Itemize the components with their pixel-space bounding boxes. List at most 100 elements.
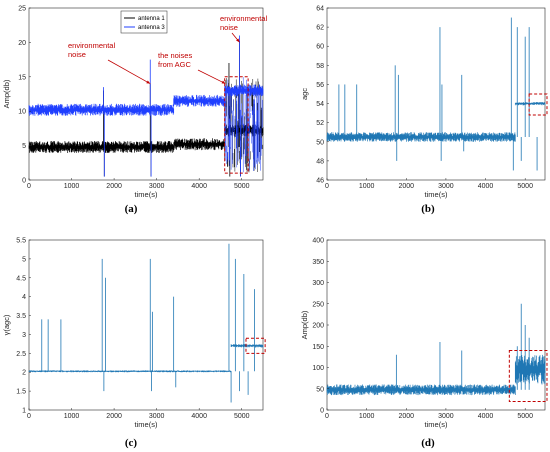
annotation-arrowhead-2 [221, 80, 226, 84]
x-tick-label-3: 2000 [106, 183, 122, 190]
x-tick-label-6: 5000 [234, 183, 250, 190]
highlight-box-1 [224, 76, 249, 174]
y-tick-label-6: 250 [312, 301, 324, 308]
axes-frame [28, 239, 264, 411]
x-tick-label-5: 4000 [191, 183, 207, 190]
y-tick-label-3: 2 [22, 370, 26, 377]
x-tick-label-5: 4000 [191, 413, 207, 420]
y-tick-label-7: 58 [316, 63, 324, 70]
axes-frame [326, 239, 546, 411]
x-tick-label-4: 3000 [149, 183, 165, 190]
y-tick-label-5: 20 [18, 40, 26, 47]
panel-label-b: (b) [421, 203, 435, 215]
x-tick-label-1: 0 [27, 413, 31, 420]
panel-label-a: (a) [125, 203, 138, 215]
x-tick-label-1: 0 [325, 183, 329, 190]
annotation-arrow-2 [197, 69, 226, 85]
baseline-band [326, 132, 516, 142]
annotation-arrow-1 [107, 59, 151, 85]
y-tick-label-5: 54 [316, 101, 324, 108]
y-tick-label-7: 300 [312, 280, 324, 287]
panel-b: 0 1000 2000 3000 4000 5000 46 48 50 52 54 56 58 60 62 6… [300, 6, 548, 199]
legend-entry-2: antenna 3 [138, 25, 165, 31]
y-tick-label-4: 150 [312, 344, 324, 351]
panel-label-c: (c) [125, 437, 138, 449]
y-tick-label-10: 5.5 [16, 238, 26, 245]
y-tick-label-8: 4.5 [16, 275, 26, 282]
x-axis-label: time(s) [135, 420, 158, 429]
y-tick-label-9: 5 [22, 256, 26, 263]
panel-c: 0 1000 2000 3000 4000 5000 1 1.5 2 2.5 3 3.5 4 4.5 5 5.… [2, 238, 266, 429]
x-tick-label-6: 5000 [517, 413, 533, 420]
y-axis-label: Amp(db) [2, 79, 11, 108]
x-tick-label-3: 2000 [106, 413, 122, 420]
x-axis-label: time(s) [425, 190, 448, 199]
y-tick-label-3: 10 [18, 109, 26, 116]
highlight-box-1 [245, 337, 266, 354]
panel-a: 0 1000 2000 3000 4000 5000 0 5 10 15 20 25 time(s) Am… [2, 6, 267, 200]
post-transition-band [230, 344, 264, 348]
y-tick-label-8: 350 [312, 259, 324, 266]
annotation-arrowhead-1 [146, 80, 151, 84]
x-tick-label-1: 0 [27, 183, 31, 190]
annotation-3-line-2: noise [220, 23, 238, 32]
y-tick-label-1: 0 [22, 178, 26, 185]
y-tick-label-3: 100 [312, 365, 324, 372]
y-tick-label-4: 2.5 [16, 351, 26, 358]
y-tick-label-3: 50 [316, 139, 324, 146]
annotation-2-line-2: from AGC [158, 60, 192, 69]
y-tick-label-4: 52 [316, 120, 324, 127]
x-tick-label-6: 5000 [517, 183, 533, 190]
axes-frame [326, 7, 546, 181]
x-tick-label-2: 1000 [359, 413, 375, 420]
x-tick-label-2: 1000 [64, 413, 80, 420]
y-tick-label-6: 25 [18, 6, 26, 13]
highlight-box-1 [528, 93, 548, 116]
x-tick-label-2: 1000 [359, 183, 375, 190]
x-tick-label-3: 2000 [398, 413, 414, 420]
annotation-3-line-1: environmental [220, 14, 267, 23]
y-tick-label-2: 48 [316, 158, 324, 165]
x-tick-label-2: 1000 [64, 183, 80, 190]
y-axis-label: agc [300, 88, 309, 100]
y-tick-label-5: 3 [22, 332, 26, 339]
y-axis-label: γ(agc) [2, 314, 11, 335]
series-2-segment-1 [28, 103, 175, 116]
y-tick-label-1: 1 [22, 408, 26, 415]
x-axis-label: time(s) [425, 420, 448, 429]
annotation-1-line-2: noise [68, 50, 86, 59]
y-tick-label-9: 62 [316, 25, 324, 32]
series-1-segment-2 [173, 138, 226, 151]
y-tick-label-10: 64 [316, 6, 324, 13]
series-2-segment-2 [173, 94, 226, 107]
y-tick-label-6: 3.5 [16, 313, 26, 320]
annotation-arrowhead-3 [236, 38, 240, 43]
y-axis-label: Amp(db) [300, 310, 309, 339]
annotation-2-line-1: the noises [158, 51, 192, 60]
y-tick-label-2: 1.5 [16, 389, 26, 396]
x-tick-label-1: 0 [325, 413, 329, 420]
y-tick-label-5: 200 [312, 323, 324, 330]
legend-entry-1: antenna 1 [138, 16, 165, 22]
y-tick-label-1: 46 [316, 178, 324, 185]
annotation-1-line-1: environmental [68, 41, 115, 50]
y-tick-label-2: 5 [22, 143, 26, 150]
baseline-band [326, 384, 516, 396]
y-tick-label-6: 56 [316, 82, 324, 89]
y-tick-label-4: 15 [18, 74, 26, 81]
y-tick-label-8: 60 [316, 44, 324, 51]
x-tick-label-4: 3000 [149, 413, 165, 420]
x-tick-label-5: 4000 [478, 413, 494, 420]
y-tick-label-1: 0 [320, 408, 324, 415]
y-tick-label-7: 4 [22, 294, 26, 301]
x-axis-label: time(s) [135, 190, 158, 199]
x-tick-label-4: 3000 [438, 183, 454, 190]
x-tick-label-5: 4000 [478, 183, 494, 190]
series-1-segment-1 [28, 141, 175, 153]
x-tick-label-3: 2000 [398, 183, 414, 190]
panel-label-d: (d) [421, 437, 435, 449]
y-tick-label-9: 400 [312, 238, 324, 245]
y-tick-label-2: 50 [316, 386, 324, 393]
highlight-box-1 [508, 350, 548, 402]
